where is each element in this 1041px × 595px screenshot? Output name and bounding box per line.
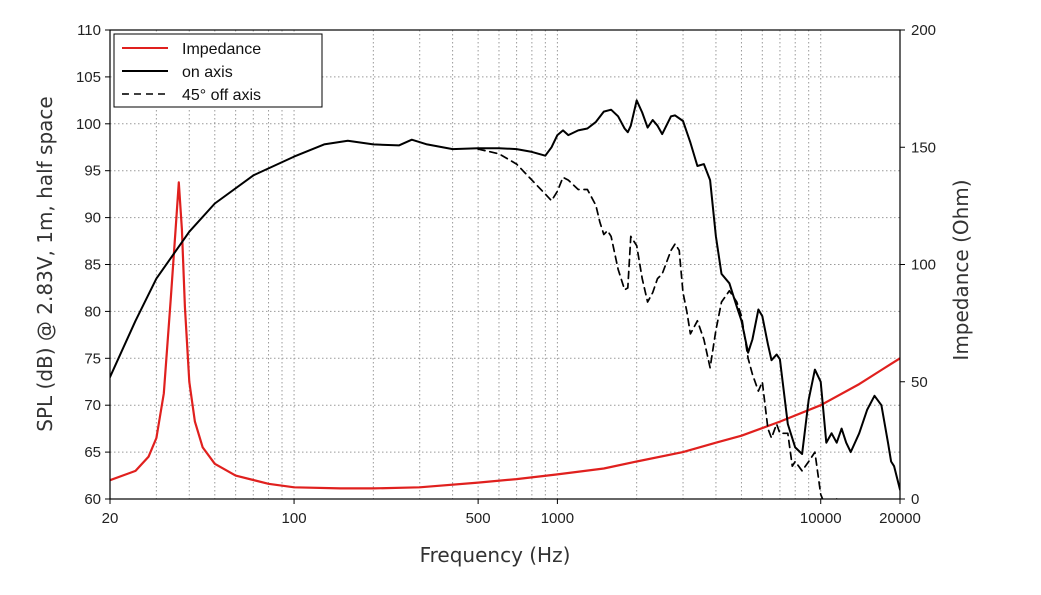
legend-label-on-axis: on axis [182, 64, 233, 81]
y2-tick-label: 150 [911, 139, 936, 156]
series-layer [110, 99, 900, 499]
x-tick-label: 20000 [879, 510, 921, 527]
y-tick-label: 90 [84, 210, 101, 227]
series-on-axis [110, 99, 900, 491]
y2-tick-label: 200 [911, 22, 936, 39]
y-tick-label: 95 [84, 163, 101, 180]
y-tick-label: 110 [77, 22, 101, 39]
x-tick-label: 1000 [541, 510, 574, 527]
left-axis-ticks: 60 65 70 75 80 85 90 95 100 105 110 [76, 22, 110, 508]
plot-background [110, 30, 900, 499]
y2-axis-label: Impedance (Ohm) [949, 179, 973, 360]
legend-label-impedance: Impedance [182, 41, 261, 58]
y-tick-label: 105 [76, 69, 101, 86]
x-tick-label: 10000 [800, 510, 842, 527]
y2-tick-label: 100 [911, 257, 936, 274]
y-tick-label: 85 [84, 257, 101, 274]
y2-tick-label: 0 [911, 491, 919, 508]
y-tick-label: 60 [84, 491, 101, 508]
series-impedance [110, 181, 900, 490]
x-tick-label: 20 [102, 510, 119, 527]
y-axis-label: SPL (dB) @ 2.83V, 1m, half space [33, 96, 57, 431]
y-tick-label: 75 [84, 350, 101, 367]
y-tick-label: 100 [76, 116, 101, 133]
x-axis-label: Frequency (Hz) [420, 543, 571, 567]
y-tick-label: 70 [84, 397, 101, 414]
legend-label-off-axis: 45° off axis [182, 87, 261, 104]
x-tick-label: 500 [466, 510, 491, 527]
bottom-axis-ticks: 20 100 500 1000 10000 20000 [102, 499, 921, 527]
y-tick-label: 65 [84, 444, 101, 461]
x-tick-label: 100 [282, 510, 307, 527]
y2-tick-label: 50 [911, 374, 928, 391]
series-off-axis [477, 148, 838, 499]
right-axis-ticks: 0 50 100 150 200 [900, 22, 936, 508]
y-tick-label: 80 [84, 303, 101, 320]
legend: Impedance on axis 45° off axis [113, 33, 323, 108]
